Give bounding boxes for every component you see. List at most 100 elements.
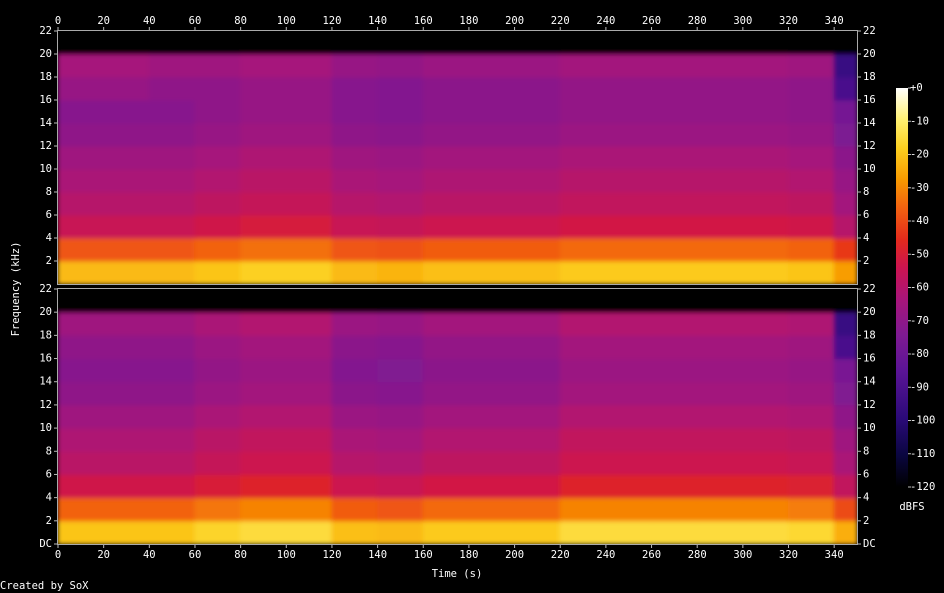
x-tick-label: 0 xyxy=(55,549,61,561)
cell xyxy=(788,334,835,360)
x-tick-label: 340 xyxy=(825,15,844,27)
y-tick-label-right: DC xyxy=(863,538,876,550)
cell xyxy=(240,191,287,216)
cell xyxy=(422,311,470,336)
cell xyxy=(788,191,835,216)
cell xyxy=(742,289,790,313)
cell xyxy=(742,53,790,78)
cell xyxy=(696,31,744,55)
cell xyxy=(788,497,835,522)
cell xyxy=(422,404,470,429)
cell xyxy=(559,76,607,101)
cell xyxy=(377,214,424,239)
cell xyxy=(422,168,470,193)
cell xyxy=(788,168,835,193)
cell xyxy=(422,99,470,124)
cell xyxy=(103,237,150,262)
cell xyxy=(103,99,150,124)
cell xyxy=(468,381,516,406)
cell xyxy=(194,168,242,193)
cell xyxy=(559,191,607,216)
cell xyxy=(833,520,857,544)
cell xyxy=(468,520,516,544)
cell xyxy=(651,334,698,360)
cell xyxy=(240,237,287,262)
cell xyxy=(58,473,105,499)
cell xyxy=(605,473,653,499)
y-tick-label: 22 xyxy=(39,283,52,295)
cell xyxy=(377,191,424,216)
cell xyxy=(651,99,698,124)
cell xyxy=(696,122,744,147)
cell xyxy=(559,311,607,336)
cell xyxy=(559,289,607,313)
cell xyxy=(331,145,379,170)
cell xyxy=(240,473,287,499)
cell xyxy=(468,358,516,383)
cell xyxy=(422,214,470,239)
cell xyxy=(833,99,857,124)
cell xyxy=(240,31,287,55)
cell xyxy=(331,358,379,383)
cell xyxy=(285,31,333,55)
cell xyxy=(422,334,470,360)
cell xyxy=(377,31,424,55)
cell xyxy=(194,31,242,55)
y-tick-label-right: 4 xyxy=(863,492,869,504)
cell xyxy=(559,497,607,522)
y-tick-label-right: 12 xyxy=(863,399,876,411)
cell xyxy=(148,427,196,452)
cell xyxy=(559,168,607,193)
cell xyxy=(377,289,424,313)
cell xyxy=(514,31,561,55)
cell xyxy=(651,427,698,452)
x-tick-label: 80 xyxy=(234,15,247,27)
cell xyxy=(605,122,653,147)
cell xyxy=(788,122,835,147)
cell xyxy=(605,381,653,406)
cell xyxy=(422,53,470,78)
cell xyxy=(422,289,470,313)
cell xyxy=(788,450,835,475)
cell xyxy=(240,450,287,475)
y-tick-label-right: 20 xyxy=(863,48,876,60)
x-tick-label: 0 xyxy=(55,15,61,27)
cell xyxy=(331,53,379,78)
x-tick-label: 340 xyxy=(825,549,844,561)
y-tick-label-right: 14 xyxy=(863,376,876,388)
cell xyxy=(514,311,561,336)
cell xyxy=(651,168,698,193)
cell xyxy=(331,450,379,475)
cell xyxy=(194,404,242,429)
x-tick-label: 20 xyxy=(97,549,110,561)
colorbar-tick-label: -100 xyxy=(910,415,935,427)
cell xyxy=(58,53,105,78)
cell xyxy=(696,381,744,406)
cell xyxy=(605,334,653,360)
cell xyxy=(58,311,105,336)
cell xyxy=(651,497,698,522)
cell xyxy=(331,260,379,284)
cell xyxy=(468,311,516,336)
cell xyxy=(422,145,470,170)
cell xyxy=(559,358,607,383)
cell xyxy=(240,404,287,429)
heatmap-cells xyxy=(58,31,857,284)
cell xyxy=(285,473,333,499)
cell xyxy=(331,191,379,216)
cell xyxy=(148,145,196,170)
cell xyxy=(559,99,607,124)
cell xyxy=(194,311,242,336)
cell xyxy=(651,214,698,239)
cell xyxy=(514,358,561,383)
cell xyxy=(240,427,287,452)
y-tick-label-right: 4 xyxy=(863,232,869,244)
cell xyxy=(377,450,424,475)
cell xyxy=(651,381,698,406)
cell xyxy=(833,289,857,313)
y-tick-label: 14 xyxy=(39,117,52,129)
cell xyxy=(240,214,287,239)
colorbar-tick-label: -60 xyxy=(910,282,929,294)
cell xyxy=(742,381,790,406)
